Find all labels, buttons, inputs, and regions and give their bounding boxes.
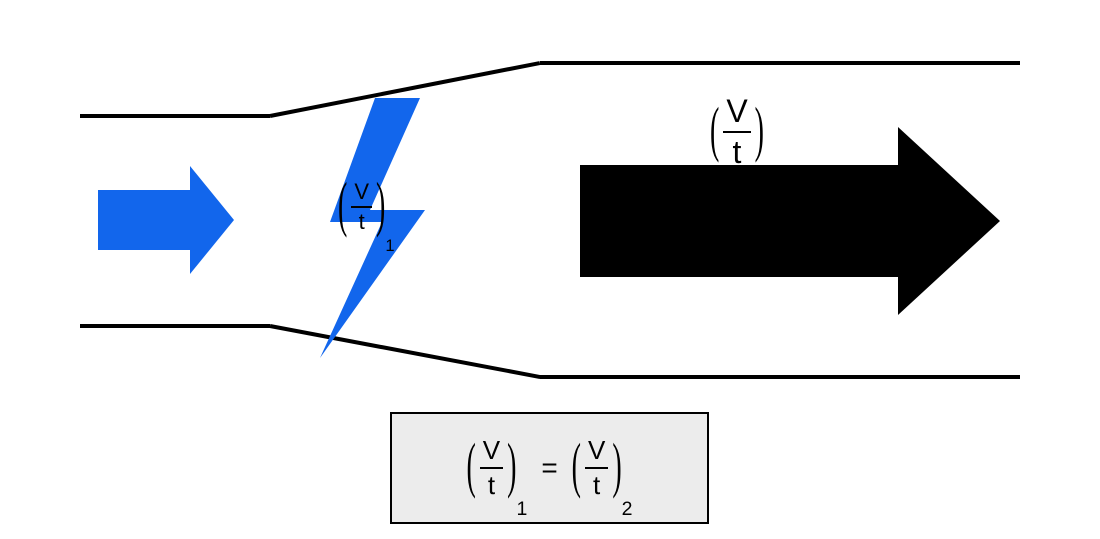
arrow-2-head	[898, 127, 1000, 315]
ratio-2-num: V	[723, 94, 750, 133]
arrow-2-body	[580, 165, 898, 277]
eq-left-den: t	[480, 469, 503, 500]
eq-equals: =	[537, 452, 561, 484]
pipe-left-bot	[80, 324, 270, 328]
pipe-taper-top	[270, 61, 541, 118]
eq-left: ( V t )1	[466, 436, 527, 499]
ratio-1-den: t	[351, 208, 372, 234]
eq-right-num: V	[585, 436, 608, 469]
ratio-1-label: ( V t )1	[338, 180, 395, 234]
eq-right: ( V t )2	[572, 436, 633, 499]
ratio-1-sub: 1	[385, 238, 394, 255]
pipe-right-top	[540, 61, 1020, 65]
pipe-taper-bot	[270, 324, 541, 379]
eq-left-num: V	[480, 436, 503, 469]
diagram-stage: ( V t )1 ( V t )2 ( V t )1 = ( V t )2	[0, 0, 1100, 539]
pipe-right-bot	[540, 375, 1020, 379]
arrow-1-body	[98, 190, 190, 250]
pipe-left-top	[80, 114, 270, 118]
eq-left-sub: 1	[516, 500, 527, 520]
continuity-equation-box: ( V t )1 = ( V t )2	[390, 412, 709, 524]
ratio-2-label: ( V t )2	[710, 94, 777, 170]
ratio-1-num: V	[351, 180, 372, 208]
eq-right-sub: 2	[622, 500, 633, 520]
eq-right-den: t	[585, 469, 608, 500]
arrow-1-head	[190, 166, 234, 274]
